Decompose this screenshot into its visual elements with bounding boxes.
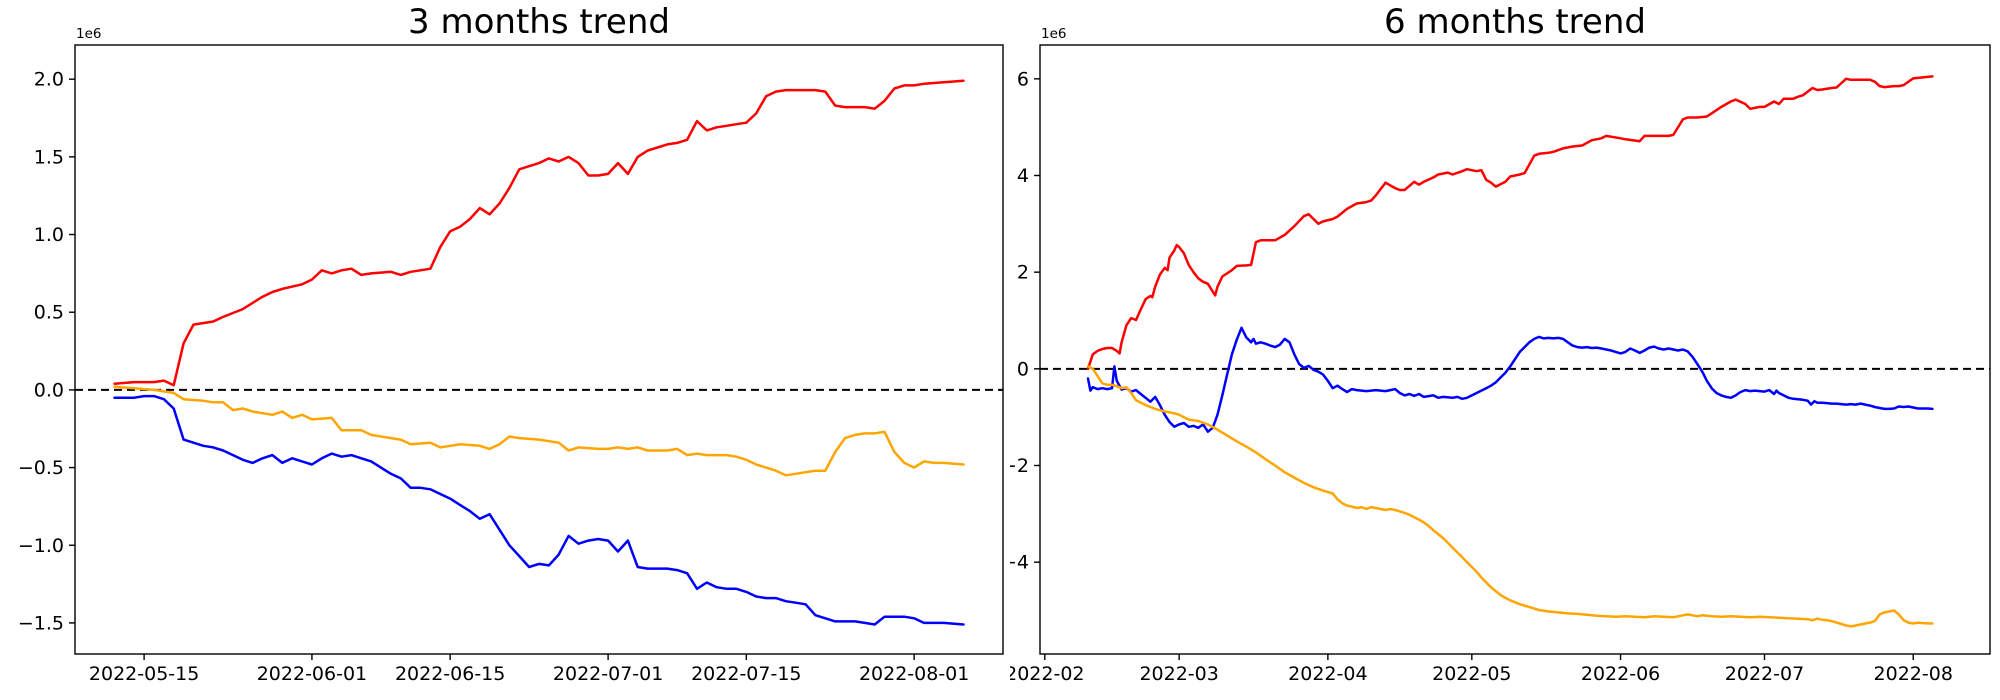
axis-offset-label: 1e6 [76, 26, 101, 42]
y-tick-label: 4 [1017, 165, 1029, 187]
x-tick-label: 2022-08 [1874, 663, 1953, 685]
y-tick-label: −1.0 [18, 535, 64, 557]
x-tick-label: 2022-06-01 [257, 663, 367, 685]
y-tick-label: 0.0 [34, 379, 64, 401]
y-tick-label: 0.5 [34, 302, 64, 324]
y-tick-label: −2 [1010, 455, 1029, 477]
axis-offset-label: 1e6 [1041, 26, 1066, 42]
x-tick-label: 2022-07-15 [691, 663, 801, 685]
y-tick-label: −0.5 [18, 457, 64, 479]
y-axis: 2.0 1.5 1.0 0.5 0.0 −0.5 −1.0 −1.5 [18, 69, 75, 634]
series-line-blue [1086, 326, 1934, 433]
series-line-orange [1086, 365, 1934, 628]
y-axis: 6 4 2 0 −2 −4 [1010, 68, 1040, 574]
axes-spines [1039, 44, 1991, 655]
y-tick-label: −1.5 [18, 612, 64, 634]
chart-canvas-6-months: 2022-02 2022-03 2022-04 2022-05 2022-06 2022-… [1010, 26, 1991, 685]
x-tick-label: 2022-08-01 [859, 663, 969, 685]
x-tick-label: 2022-04 [1288, 663, 1367, 685]
y-tick-label: 6 [1017, 68, 1029, 90]
series-line-red [113, 79, 965, 387]
y-tick-label: 1.0 [34, 224, 64, 246]
y-tick-label: 2 [1017, 262, 1029, 284]
y-tick-label: 1.5 [34, 146, 64, 168]
y-tick-label: 2.0 [34, 69, 64, 91]
axes-spines [74, 44, 1004, 655]
x-tick-label: 2022-02 [1010, 663, 1084, 685]
x-axis: 2022-02 2022-03 2022-04 2022-05 2022-06 2022-… [1010, 654, 1953, 685]
x-tick-label: 2022-07-01 [553, 663, 663, 685]
x-tick-label: 2022-05 [1432, 663, 1511, 685]
x-tick-label: 2022-03 [1139, 663, 1218, 685]
chart-canvas-3-months: 2022-05-15 2022-06-01 2022-06-15 2022-07-01… [18, 26, 1004, 685]
x-tick-label: 2022-07 [1725, 663, 1804, 685]
chart-title-6-months: 6 months trend [1384, 2, 1646, 42]
y-tick-label: −4 [1010, 552, 1029, 574]
y-tick-label: 0 [1017, 358, 1029, 380]
x-tick-label: 2022-06 [1581, 663, 1660, 685]
series-line-orange [113, 385, 965, 477]
series-line-red [1086, 75, 1934, 371]
x-tick-label: 2022-05-15 [89, 663, 199, 685]
series-line-blue [113, 394, 965, 626]
chart-title-3-months: 3 months trend [408, 2, 670, 42]
x-tick-label: 2022-06-15 [395, 663, 505, 685]
x-axis: 2022-05-15 2022-06-01 2022-06-15 2022-07-01… [89, 654, 969, 685]
